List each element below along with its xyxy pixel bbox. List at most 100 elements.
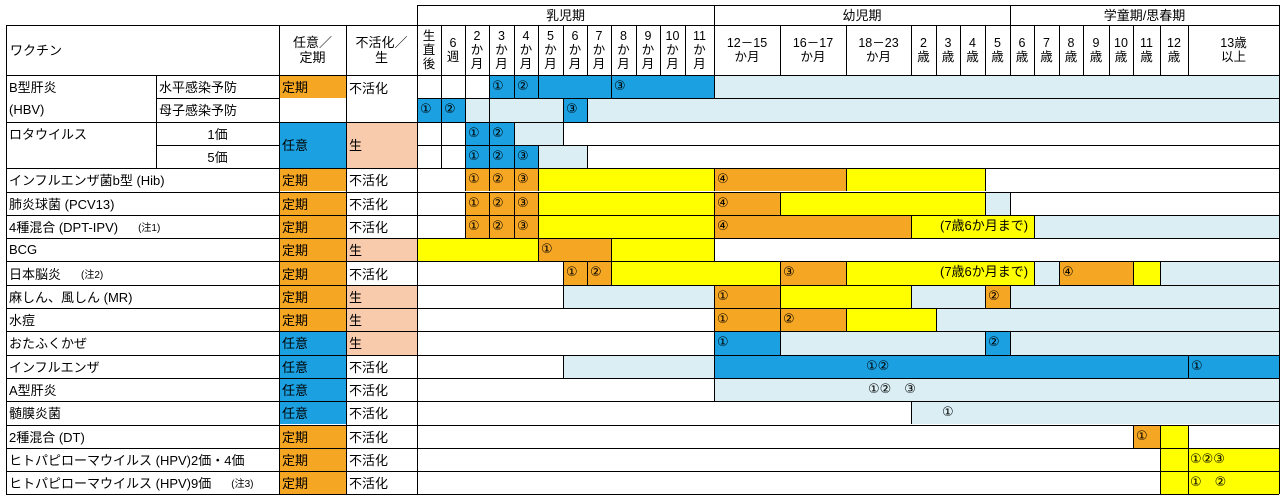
grid-line [587,25,588,75]
grid-line [6,214,1279,216]
age-header: 9 か 月 [641,28,655,72]
dose-marker: ① [468,171,480,187]
kind-cell: 不活化 [346,191,417,215]
grid-line [6,191,1279,193]
grid-line [489,144,490,169]
schedule-bar [538,238,611,262]
grid-line [1010,284,1011,308]
schedule-bar [465,144,538,169]
grid-line [714,284,715,308]
period-header: 学童期/思春期 [1103,7,1186,23]
age-header: 2 か 月 [470,28,484,72]
grid-line [587,261,588,285]
grid-line [6,471,1279,473]
vaccine-name: ヒトパピローマウイルス (HPV)9価 (注3) [6,471,279,494]
kind-cell: 不活化 [346,75,417,122]
vaccine-subtype: 1価 [207,126,228,142]
dose-marker: ② [783,311,795,326]
kind-cell: 生 [346,284,417,308]
schedule-bar [780,261,846,285]
schedule-bar [714,331,780,355]
grid-line [587,144,588,169]
dose-marker: ② [444,101,456,117]
dose-marker: ② [492,217,504,233]
vaccine-name: ヒトパピローマウイルス (HPV)2価・4価 [6,448,279,471]
schedule-bar [1188,447,1279,472]
grid-line [1010,331,1011,355]
type-cell: 任意 [279,121,346,169]
vaccine-name-label: 4種混合 (DPT-IPV) [9,219,119,235]
vaccine-name-label: インフルエンザ [9,359,100,375]
dose-marker: ① [541,241,553,257]
grid-line [156,98,279,100]
kind-cell: 不活化 [346,424,417,448]
grid-line [417,5,418,495]
grid-line [714,191,715,215]
grid-line [714,75,715,99]
grid-line [1188,354,1189,378]
vaccine-name: BCG [6,238,279,261]
type-cell: 定期 [279,308,346,332]
age-header: 3 歳 [941,35,955,64]
grid-line [6,377,1279,379]
dose-marker: ② [492,171,504,187]
grid-line [1133,261,1134,285]
age-header: 13歳 以上 [1220,35,1247,64]
grid-line [1188,25,1189,75]
vaccine-name: 水痘 [6,308,279,331]
grid-line [563,261,564,285]
age-header: 3 か 月 [495,28,508,72]
schedule-bar [514,121,563,145]
grid-line [417,98,1279,100]
type-cell: 定期 [279,424,346,448]
grid-line [1279,5,1280,495]
grid-line [611,238,612,262]
vaccine-name: インフルエンザ菌b型 (Hib) [6,168,279,191]
schedule-bar [911,214,1034,239]
schedule-bar [1160,261,1279,285]
grid-line [6,447,1279,449]
grid-line [514,121,515,145]
type-cell: 定期 [279,75,346,99]
schedule-bar [1160,471,1188,495]
dose-marker: ① [566,264,578,280]
grid-line [514,191,515,215]
grid-line [538,168,539,192]
age-header: 6 か 月 [568,28,582,72]
schedule-bar [714,75,1279,99]
grid-line [417,25,1279,26]
vaccine-footnote: (注2) [81,269,104,281]
grid-line [538,25,539,75]
grid-line [1010,5,1011,75]
dose-marker: ① [468,194,480,210]
schedule-bar [911,401,1279,425]
schedule-bar [714,214,911,239]
grid-line [465,98,466,122]
age-header: 7 か 月 [592,28,606,72]
grid-line [1160,261,1161,285]
grid-line [985,168,986,192]
dose-marker: ① [468,147,480,163]
dose-marker: ② [492,194,504,210]
grid-line [6,168,1279,170]
age-header: 10 歳 [1114,35,1128,64]
grid-line [441,144,442,169]
type-cell: 定期 [279,284,346,308]
age-header: 12 歳 [1167,35,1181,64]
grid-line [1083,25,1084,75]
schedule-bar [611,261,780,285]
schedule-bar [587,98,1279,122]
grid-line [538,144,539,169]
schedule-bar [1010,331,1279,355]
grid-line [911,284,912,308]
dose-marker: ① [468,217,480,233]
vaccine-subtype: 水平感染予防 [159,80,238,96]
vaccine-name-label: 髄膜炎菌 [9,406,62,422]
grid-line [1034,25,1035,75]
dose-marker: ① [420,101,432,117]
vaccine-name-label: 肺炎球菌 (PCV13) [9,196,115,212]
schedule-bar [1160,447,1188,472]
vaccine-name: おたふくかぜ [6,331,279,354]
dose-marker: ③ [614,78,626,93]
vaccine-name-label: 2種混合 (DT) [9,429,85,445]
